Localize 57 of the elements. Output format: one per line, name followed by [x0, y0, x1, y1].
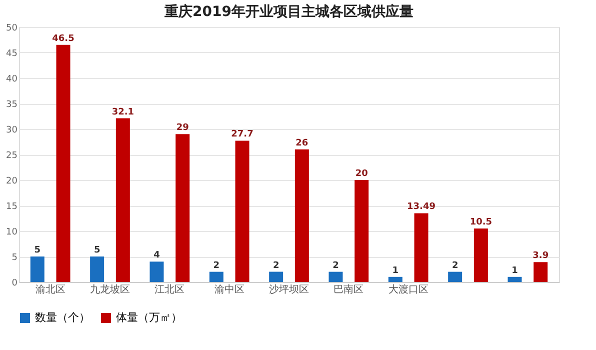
data-label: 1: [512, 266, 518, 276]
data-label: 2: [332, 260, 339, 271]
data-label: 29: [176, 123, 189, 134]
data-label: 2: [452, 260, 458, 271]
data-label: 1: [392, 266, 399, 276]
y-tick-label: 30: [6, 126, 18, 136]
y-tick-label: 5: [12, 253, 18, 263]
data-label: 46.5: [52, 34, 74, 44]
bar: [414, 213, 428, 282]
x-tick-label: 渝中区: [214, 284, 244, 296]
bar: [354, 180, 369, 282]
bar: [294, 149, 309, 282]
y-tick-label: 25: [6, 151, 18, 161]
data-label: 20: [355, 169, 368, 179]
data-label: 26: [296, 138, 308, 148]
data-label: 13.49: [407, 202, 436, 212]
bar: [448, 272, 462, 282]
bar: [30, 256, 44, 282]
legend-label: 体量（万㎡）: [116, 311, 182, 324]
y-tick-label: 10: [6, 228, 18, 238]
bar: [150, 262, 164, 282]
bar: [235, 140, 250, 282]
bar: [508, 276, 522, 282]
x-tick-label: 巴南区: [334, 284, 364, 296]
legend-label: 数量（个）: [35, 311, 90, 324]
data-label: 4: [154, 250, 160, 261]
bar: [90, 256, 104, 282]
data-label: 5: [94, 246, 100, 256]
data-label: 10.5: [470, 217, 492, 228]
y-tick-label: 20: [6, 176, 18, 186]
data-label: 5: [34, 246, 41, 256]
y-tick-label: 35: [6, 100, 18, 110]
bar: [474, 228, 488, 282]
bar: [56, 44, 70, 282]
bar: [388, 276, 402, 282]
bar: [176, 134, 190, 282]
x-tick-label: 江北区: [154, 284, 185, 296]
x-tick-label: 九龙坡区: [90, 284, 130, 296]
bar: [269, 272, 284, 282]
x-tick-label: 渝北区: [35, 284, 66, 296]
data-label: 3.9: [532, 251, 549, 262]
bar: [328, 272, 343, 282]
data-label: 2: [272, 260, 280, 271]
x-tick-label: 沙坪坝区: [269, 284, 309, 296]
data-label: 27.7: [231, 130, 254, 140]
chart-title: 重庆2019年开业项目主城各区域供应量: [164, 3, 414, 20]
y-tick-label: 40: [6, 74, 18, 84]
bar: [534, 262, 548, 282]
data-label: 32.1: [112, 107, 134, 118]
x-tick-label: 大渡口区: [388, 284, 428, 296]
bar: [116, 118, 130, 282]
y-tick-label: 15: [6, 202, 18, 212]
y-tick-label: 0: [12, 278, 18, 288]
y-tick-label: 50: [6, 24, 18, 34]
bar: [209, 272, 224, 282]
y-tick-label: 45: [6, 49, 18, 59]
data-label: 2: [213, 260, 220, 271]
